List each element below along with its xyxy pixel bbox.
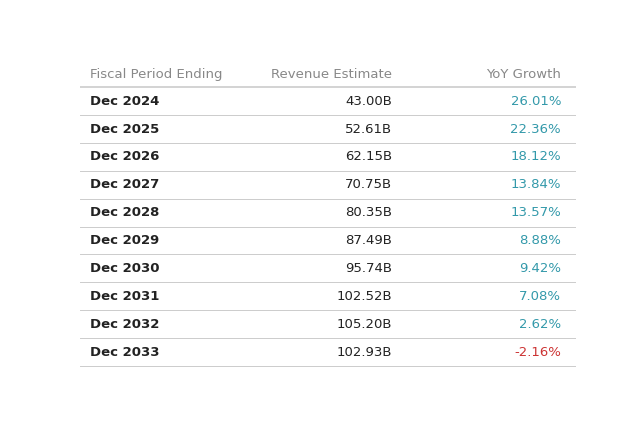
- Text: -2.16%: -2.16%: [515, 345, 561, 359]
- Text: Revenue Estimate: Revenue Estimate: [271, 67, 392, 81]
- Text: Dec 2026: Dec 2026: [90, 150, 159, 164]
- Text: 95.74B: 95.74B: [346, 262, 392, 275]
- Text: Dec 2030: Dec 2030: [90, 262, 159, 275]
- Text: 8.88%: 8.88%: [519, 234, 561, 247]
- Text: Dec 2031: Dec 2031: [90, 290, 159, 303]
- Text: Dec 2032: Dec 2032: [90, 318, 159, 331]
- Text: 9.42%: 9.42%: [519, 262, 561, 275]
- Text: 105.20B: 105.20B: [337, 318, 392, 331]
- Text: Dec 2033: Dec 2033: [90, 345, 159, 359]
- Text: 70.75B: 70.75B: [346, 178, 392, 191]
- Text: 18.12%: 18.12%: [511, 150, 561, 164]
- Text: 87.49B: 87.49B: [346, 234, 392, 247]
- Text: Dec 2024: Dec 2024: [90, 95, 159, 108]
- Text: 26.01%: 26.01%: [511, 95, 561, 108]
- Text: 102.52B: 102.52B: [337, 290, 392, 303]
- Text: YoY Growth: YoY Growth: [486, 67, 561, 81]
- Text: 102.93B: 102.93B: [337, 345, 392, 359]
- Text: 13.57%: 13.57%: [510, 206, 561, 219]
- Text: Dec 2029: Dec 2029: [90, 234, 159, 247]
- Text: 80.35B: 80.35B: [346, 206, 392, 219]
- Text: 13.84%: 13.84%: [511, 178, 561, 191]
- Text: 43.00B: 43.00B: [346, 95, 392, 108]
- Text: 22.36%: 22.36%: [511, 123, 561, 135]
- Text: Dec 2025: Dec 2025: [90, 123, 159, 135]
- Text: 62.15B: 62.15B: [346, 150, 392, 164]
- Text: Dec 2028: Dec 2028: [90, 206, 159, 219]
- Text: Dec 2027: Dec 2027: [90, 178, 159, 191]
- Text: 7.08%: 7.08%: [519, 290, 561, 303]
- Text: 2.62%: 2.62%: [519, 318, 561, 331]
- Text: Fiscal Period Ending: Fiscal Period Ending: [90, 67, 223, 81]
- Text: 52.61B: 52.61B: [346, 123, 392, 135]
